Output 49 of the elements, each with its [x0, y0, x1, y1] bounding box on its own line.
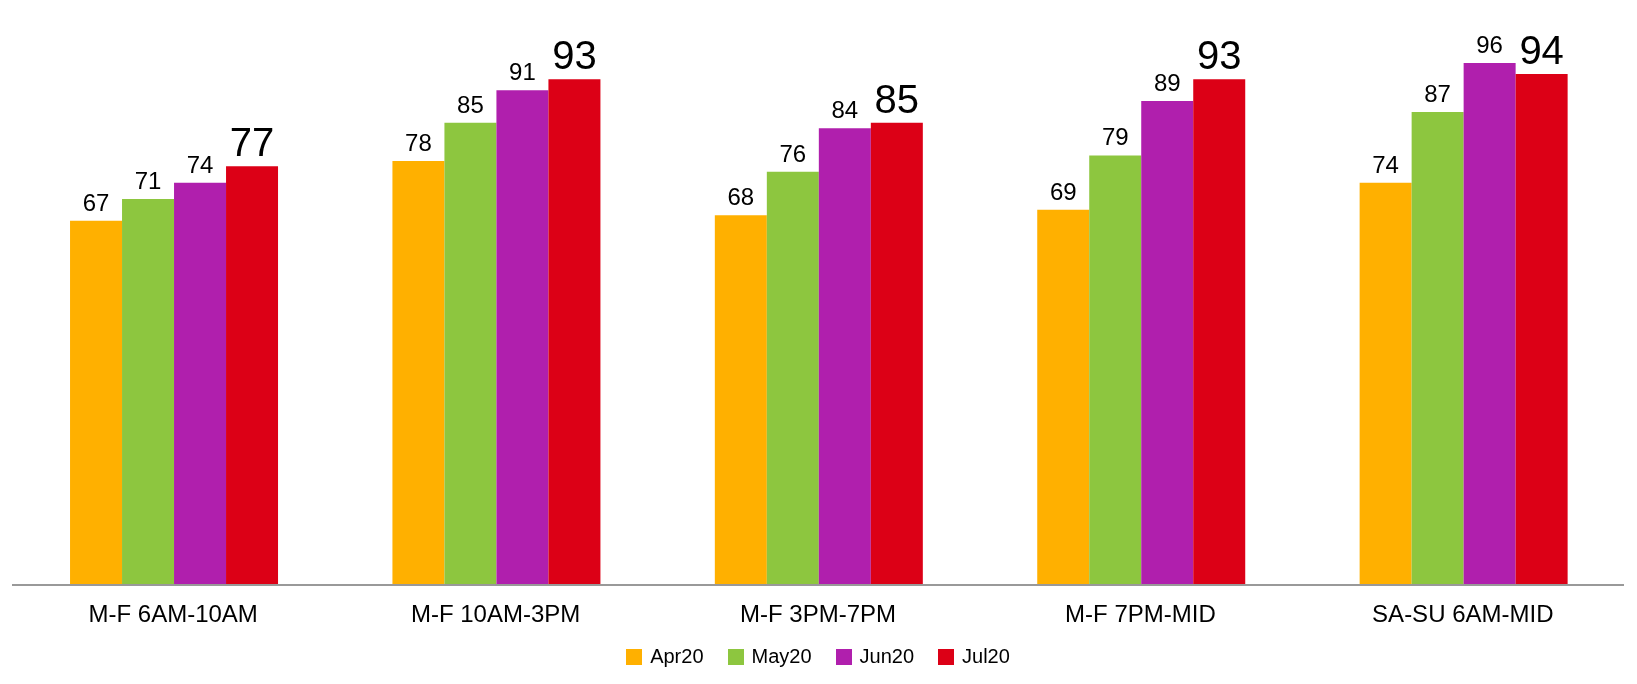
data-label: 69 — [1049, 177, 1077, 205]
data-label: 76 — [779, 139, 807, 167]
legend-label: Apr20 — [649, 645, 704, 668]
data-label: 74 — [1372, 150, 1399, 178]
data-label: 84 — [831, 96, 859, 124]
bar — [1141, 101, 1194, 585]
bar — [174, 182, 227, 585]
bar — [870, 122, 923, 585]
x-tick-label: M-F 3PM-7PM — [740, 600, 896, 628]
bar — [818, 128, 871, 585]
data-label: 96 — [1476, 31, 1503, 58]
data-label: 93 — [552, 33, 597, 78]
bar — [1089, 155, 1142, 585]
bar — [1359, 182, 1412, 585]
x-tick-label: M-F 6AM-10AM — [88, 600, 258, 628]
data-label: 91 — [509, 58, 536, 86]
legend-label: May20 — [750, 645, 812, 668]
data-label: 68 — [727, 183, 755, 211]
bar — [392, 160, 445, 585]
bar — [1037, 209, 1090, 585]
data-label: 77 — [229, 120, 275, 165]
legend-label: Jun20 — [858, 645, 915, 668]
bar — [226, 166, 279, 585]
x-tick-label: M-F 10AM-3PM — [410, 600, 581, 628]
data-label: 94 — [1519, 27, 1564, 72]
bar — [1515, 73, 1568, 585]
bar — [714, 215, 767, 585]
legend-label: Jul20 — [961, 645, 1010, 668]
bar — [70, 220, 123, 585]
data-label: 78 — [405, 128, 432, 156]
x-tick-label: SA-SU 6AM-MID — [1372, 600, 1554, 628]
data-label: 74 — [186, 150, 214, 178]
bar — [766, 171, 819, 585]
data-label: 93 — [1196, 33, 1242, 78]
bar — [1193, 79, 1246, 585]
bar — [1411, 111, 1464, 585]
data-label: 79 — [1101, 123, 1129, 151]
data-label: 89 — [1153, 69, 1181, 97]
bar — [496, 90, 549, 585]
data-label: 85 — [874, 76, 920, 121]
data-label: 85 — [457, 90, 484, 118]
x-tick-label: M-F 7PM-MID — [1065, 600, 1216, 628]
bar — [548, 79, 601, 585]
bar — [444, 122, 497, 585]
data-label: 87 — [1424, 79, 1451, 107]
data-label: 71 — [134, 166, 162, 194]
bar — [122, 198, 175, 585]
bar — [1463, 63, 1516, 585]
data-label: 67 — [82, 188, 110, 216]
